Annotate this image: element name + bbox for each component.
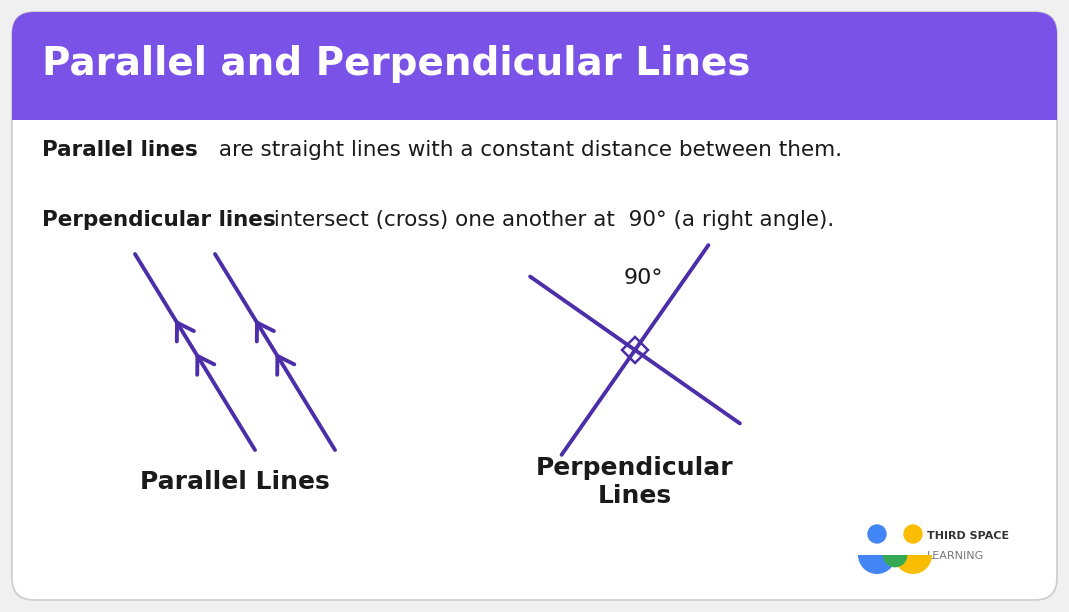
Wedge shape bbox=[894, 555, 932, 574]
Text: intersect (cross) one another at  90° (a right angle).: intersect (cross) one another at 90° (a … bbox=[267, 210, 834, 230]
FancyBboxPatch shape bbox=[12, 12, 1057, 600]
FancyBboxPatch shape bbox=[12, 12, 1057, 120]
Text: Parallel and Perpendicular Lines: Parallel and Perpendicular Lines bbox=[42, 45, 750, 83]
Wedge shape bbox=[858, 555, 896, 574]
Text: Perpendicular lines: Perpendicular lines bbox=[42, 210, 276, 230]
Circle shape bbox=[904, 525, 921, 543]
Text: 90°: 90° bbox=[623, 268, 663, 288]
Text: LEARNING: LEARNING bbox=[927, 551, 985, 561]
Circle shape bbox=[868, 525, 886, 543]
Text: Parallel Lines: Parallel Lines bbox=[140, 470, 330, 494]
Text: Perpendicular
Lines: Perpendicular Lines bbox=[537, 456, 733, 508]
Text: are straight lines with a constant distance between them.: are straight lines with a constant dista… bbox=[212, 140, 842, 160]
Text: Parallel lines: Parallel lines bbox=[42, 140, 198, 160]
Text: THIRD SPACE: THIRD SPACE bbox=[927, 531, 1009, 541]
Bar bbox=[12, 95, 1057, 120]
Wedge shape bbox=[883, 555, 908, 567]
